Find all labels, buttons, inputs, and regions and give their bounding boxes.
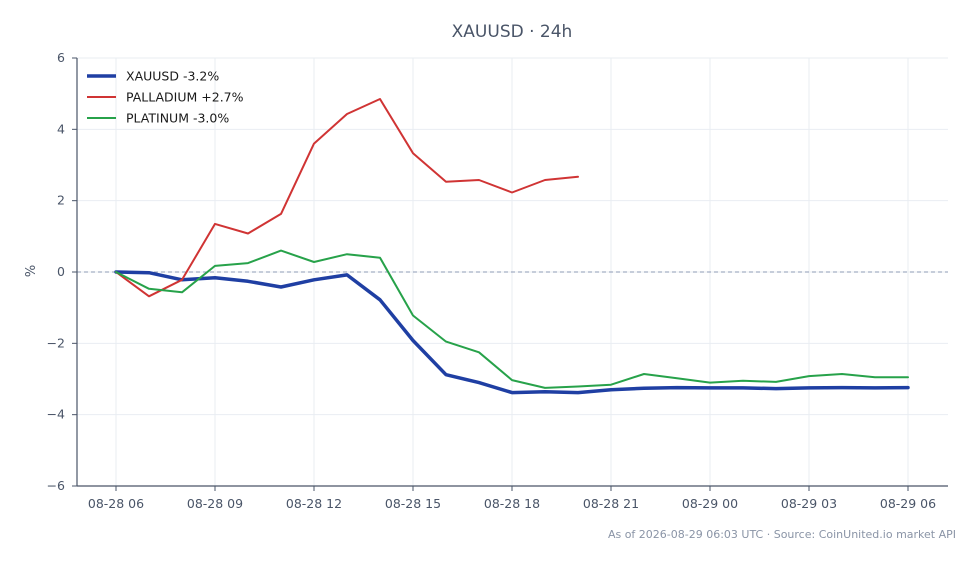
series-group <box>114 98 910 395</box>
y-tick-label: 6 <box>57 50 65 65</box>
legend-label-3: PLATINUM -3.0% <box>126 111 229 126</box>
legend-label-2: PALLADIUM +2.7% <box>126 90 244 105</box>
series-line-3 <box>115 249 909 389</box>
series-line-1 <box>114 270 910 395</box>
series-line-2 <box>115 98 579 298</box>
x-tick-label: 08-29 06 <box>880 496 936 511</box>
x-tick-label: 08-28 12 <box>286 496 342 511</box>
y-axis-label: % <box>24 265 39 277</box>
y-tick-label: 2 <box>57 193 65 208</box>
x-tick-label: 08-28 21 <box>583 496 639 511</box>
footer-source-note: As of 2026-08-29 06:03 UTC · Source: Coi… <box>608 528 956 541</box>
y-tick-label: −2 <box>47 335 65 350</box>
y-tick-label: 0 <box>57 264 65 279</box>
x-tick-label: 08-28 06 <box>88 496 144 511</box>
chart-title: XAUUSD · 24h <box>452 22 573 42</box>
x-tick-label: 08-29 00 <box>682 496 738 511</box>
legend-label-1: XAUUSD -3.2% <box>126 69 219 84</box>
y-axis-ticks: 6 4 2 0 −2 −4 −6 <box>47 50 77 493</box>
legend: XAUUSD -3.2% PALLADIUM +2.7% PLATINUM -3.0… <box>87 69 244 126</box>
y-tick-label: 4 <box>57 121 65 136</box>
y-tick-label: −4 <box>47 407 65 422</box>
y-tick-label: −6 <box>47 478 65 493</box>
x-tick-label: 08-28 18 <box>484 496 540 511</box>
grid <box>77 57 948 487</box>
x-tick-label: 08-28 15 <box>385 496 441 511</box>
x-tick-label: 08-29 03 <box>781 496 837 511</box>
x-tick-label: 08-28 09 <box>187 496 243 511</box>
x-axis-ticks: 08-28 06 08-28 09 08-28 12 08-28 15 08-28 18… <box>88 486 936 511</box>
